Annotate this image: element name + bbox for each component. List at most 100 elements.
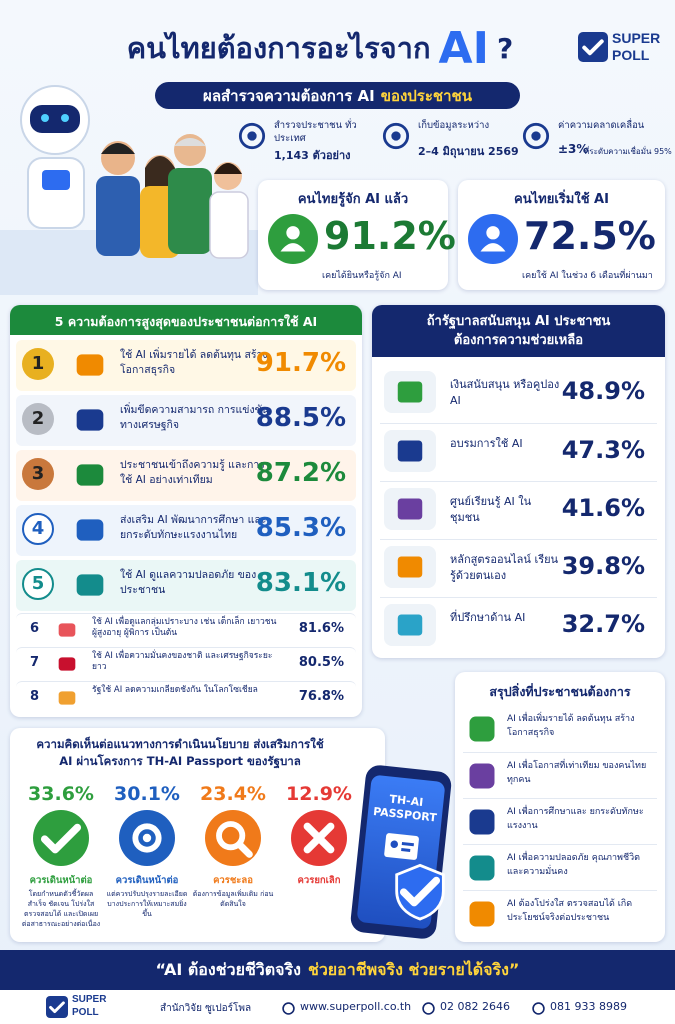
need-icon <box>72 569 108 601</box>
support-icon-graphic <box>397 556 423 578</box>
need-icon-graphic <box>76 519 104 541</box>
policy-value: 33.6% <box>28 783 94 805</box>
summary-row: AI ต้องโปร่งใส ตรวจสอบได้ เกิดประโยชน์จร… <box>463 890 657 935</box>
passport-phone: TH-AI PASSPORT <box>349 763 453 941</box>
summary-panel: สรุปสิ่งที่ประชาชนต้องการ AI เพื่อเพิ่มรา… <box>455 672 665 942</box>
need-row: 3 ประชาชนเข้าถึงความรู้ และการใช้ AI อย่า… <box>16 450 356 501</box>
need-icon-graphic <box>58 623 76 637</box>
summary-icon <box>467 807 497 837</box>
summary-text: AI ต้องโปร่งใส ตรวจสอบได้ เกิดประโยชน์จร… <box>507 899 633 923</box>
logo-bottom: POLL <box>612 47 650 63</box>
key-stat-card: คนไทยรู้จัก AI แล้ว 91.2% เคยได้ยินหรือรู้… <box>258 180 456 290</box>
survey-info-icon <box>238 122 266 150</box>
footer-logo-check <box>46 996 68 1018</box>
survey-info-note: ที่ระดับความเชื่อมั่น 95% <box>584 147 672 156</box>
policy-icon <box>119 810 175 866</box>
logo: SUPER POLL <box>578 30 670 68</box>
policy-value: 23.4% <box>200 783 266 805</box>
support-text: เงินสนับสนุน หรือคูปอง AI <box>450 378 560 407</box>
subtitle-main: ผลสำรวจความต้องการ AI <box>203 86 375 105</box>
logo-check-graphic <box>582 39 604 56</box>
survey-info-icon-graphic <box>382 122 410 150</box>
key-stat-icon <box>268 214 318 264</box>
need-text: ใช้ AI เพื่อดูแลกลุ่มเปราะบาง เช่น เด็กเ… <box>92 617 277 639</box>
summary-row: AI เพื่อโอกาสที่เท่าเทียม ของคนไทยทุกคน <box>463 752 657 797</box>
passport-id-icon <box>371 827 432 869</box>
key-stat-value: 72.5% <box>524 214 656 258</box>
support-text: อบรมการใช้ AI <box>450 437 523 450</box>
survey-info-label: เก็บข้อมูลระหว่าง <box>418 120 490 131</box>
passport-shield-graphic <box>395 863 445 921</box>
hero-illustration <box>0 80 258 295</box>
support-row: ที่ปรึกษาด้าน AI 32.7% <box>380 597 657 652</box>
key-stat-value: 91.2% <box>324 214 456 258</box>
policy-label: ควรเดินหน้าต่อ <box>115 875 179 886</box>
support-value: 47.3% <box>561 436 645 464</box>
policy-label: ควรยกเลิก <box>297 875 341 886</box>
survey-info-label: ค่าความคลาดเคลื่อน <box>558 120 645 131</box>
key-stat-card: คนไทยเริ่มใช้ AI 72.5% เคยใช้ AI ในช่วง 6 … <box>458 180 665 290</box>
need-value: 88.5% <box>255 403 346 433</box>
title-row: คนไทยต้องการอะไรจาก AI? <box>60 20 580 76</box>
quote-highlight: ช่วยอาชีพจริง ช่วยรายได้จริง” <box>307 959 520 979</box>
policy-option: 23.4% ควรชะลอต้องการข้อมูลเพิ่มเติม ก่อนต… <box>190 783 276 938</box>
support-value: 39.8% <box>561 552 645 580</box>
need-rank: 3 <box>22 458 54 490</box>
subtitle-highlight: ของประชาชน <box>380 86 472 105</box>
summary-text: AI เพื่อเพิ่มรายได้ ลดต้นทุน สร้างโอกาสธ… <box>507 714 635 738</box>
need-row: 2 เพิ่มขีดความสามารถ การแข่งขันทางเศรษฐกิ… <box>16 395 356 446</box>
survey-info: สำรวจประชาชน ทั่วประเทศ 1,143 ตัวอย่าง <box>238 118 388 166</box>
support-row: เงินสนับสนุน หรือคูปอง AI 48.9% <box>380 365 657 419</box>
hero-illustration-graphic <box>0 85 258 295</box>
logo-top: SUPER <box>612 30 661 46</box>
key-stat-caption: เคยใช้ AI ในช่วง 6 เดือนที่ผ่านมา <box>522 271 653 281</box>
support-panel: ถ้ารัฐบาลสนับสนุน AI ประชาชนต้องการความช… <box>372 305 665 658</box>
need-rank: 5 <box>22 568 54 600</box>
need-row: 1 ใช้ AI เพิ่มรายได้ ลดต้นทุน สร้างโอกาสธ… <box>16 340 356 391</box>
need-row: 5 ใช้ AI ดูแลความปลอดภัย ของประชาชน 83.1% <box>16 560 356 611</box>
need-icon-graphic <box>76 409 104 431</box>
policy-icon-graphic <box>119 810 175 866</box>
survey-info-icon-graphic <box>238 122 266 150</box>
policy-panel: ความคิดเห็นต่อแนวทางการดำเนินนโยบาย ส่งเ… <box>10 728 385 942</box>
need-text: ใช้ AI ดูแลความปลอดภัย ของประชาชน <box>120 569 257 597</box>
need-text: ใช้ AI เพื่อความมั่นคงของชาติ และเศรษฐกิ… <box>92 651 273 673</box>
summary-icon <box>467 714 497 744</box>
quote-band: “AI ต้องช่วยชีวิตจริง ช่วยอาชีพจริง ช่วยร… <box>0 950 675 990</box>
summary-icon-graphic <box>469 809 495 835</box>
survey-info: ค่าความคลาดเคลื่อน ±3% ที่ระดับความเชื่อมั… <box>522 118 672 166</box>
need-icon-graphic <box>58 691 76 705</box>
need-text: ใช้ AI เพิ่มรายได้ ลดต้นทุน สร้างโอกาสธุ… <box>120 349 268 377</box>
policy-icon <box>205 810 261 866</box>
footer-logo-check-graphic <box>49 1001 65 1014</box>
need-icon-graphic <box>76 464 104 486</box>
support-row: ศูนย์เรียนรู้ AI ในชุมชน 41.6% <box>380 481 657 536</box>
footer-logo-bottom: POLL <box>72 1007 99 1018</box>
need-value: 81.6% <box>298 621 344 636</box>
footer-phone-icon <box>422 1000 435 1015</box>
summary-row: AI เพื่อความปลอดภัย คุณภาพชีวิต และความม… <box>463 844 657 889</box>
footer-website-icon <box>282 1000 295 1015</box>
summary-title: สรุปสิ่งที่ประชาชนต้องการ <box>489 684 631 699</box>
support-text: ที่ปรึกษาด้าน AI <box>450 611 526 624</box>
need-rank: 4 <box>22 513 54 545</box>
policy-note: ต้องการข้อมูลเพิ่มเติม ก่อนตัดสินใจ <box>192 890 274 909</box>
need-icon <box>56 688 78 708</box>
need-value: 85.3% <box>255 513 346 543</box>
key-stat-icon-graphic <box>268 214 318 264</box>
key-stat-icon-graphic <box>468 214 518 264</box>
passport-screen: TH-AI PASSPORT <box>356 774 446 930</box>
need-row: 4 ส่งเสริม AI พัฒนาการศึกษา และยกระดับทัก… <box>16 505 356 556</box>
summary-icon-graphic <box>469 763 495 789</box>
footer-org: สำนักวิจัย ซูเปอร์โพล <box>160 1003 252 1014</box>
title-ai: AI <box>438 22 489 74</box>
summary-icon <box>467 853 497 883</box>
policy-icon-graphic <box>291 810 347 866</box>
support-header: ถ้ารัฐบาลสนับสนุน AI ประชาชนต้องการความช… <box>372 305 665 357</box>
key-stat-title: คนไทยรู้จัก AI แล้ว <box>297 192 409 207</box>
need-rank: 6 <box>30 621 40 636</box>
top-needs-header: 5 ความต้องการสูงสุดของประชาชนต่อการใช้ A… <box>10 305 362 335</box>
subtitle-pill: ผลสำรวจความต้องการ AI ของประชาชน <box>155 82 520 109</box>
policy-label: ควรชะลอ <box>213 875 253 886</box>
